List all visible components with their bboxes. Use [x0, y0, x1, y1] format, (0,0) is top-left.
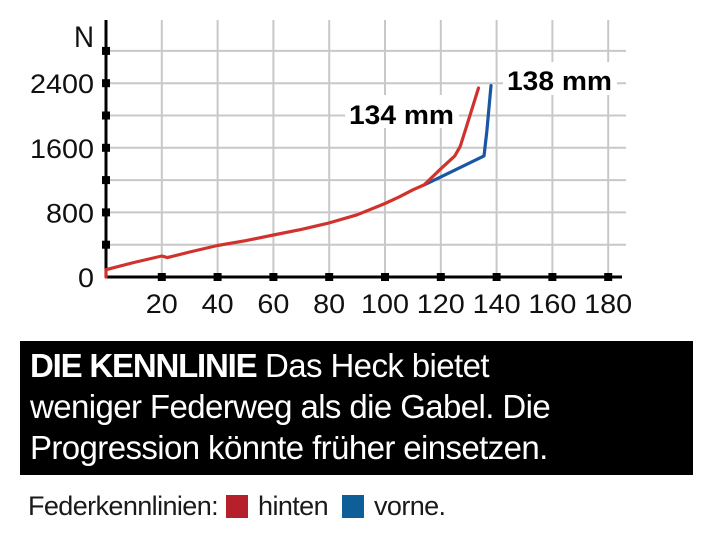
- x-tick-label: 80: [313, 289, 345, 319]
- legend: Federkennlinien: hinten vorne.: [28, 490, 451, 522]
- legend-prefix: Federkennlinien:: [28, 490, 219, 521]
- caption-box: DIE KENNLINIE Das Heck bietet weniger Fe…: [20, 341, 693, 475]
- x-tick-mark: [213, 273, 222, 281]
- legend-swatch-vorne: [342, 494, 364, 518]
- label-134mm: 134 mm: [349, 100, 454, 130]
- x-tick-mark: [269, 273, 278, 281]
- y-tick-mark: [102, 79, 110, 88]
- y-tick-mark: [102, 240, 110, 249]
- y-tick-label: 1600: [30, 134, 94, 164]
- y-tick-label: 0: [78, 263, 94, 293]
- series-line-hinten: [104, 86, 481, 279]
- spring-rate-chart: 20 40 60 80 100 120 140 160 180 0 800 1600 2400 N 134…: [30, 20, 632, 319]
- y-unit-label: N: [74, 21, 94, 54]
- x-tick-mark: [548, 273, 557, 281]
- caption-text-1: Das Heck bietet: [265, 347, 490, 384]
- chart-grid: [106, 20, 626, 277]
- x-tick-mark: [381, 273, 389, 281]
- x-tick-mark: [604, 273, 613, 281]
- x-tick-mark: [436, 273, 445, 281]
- y-tick-label: 2400: [30, 69, 94, 99]
- caption-heading: DIE KENNLINIE: [30, 347, 258, 384]
- label-138mm: 138 mm: [507, 66, 612, 96]
- legend-swatch-hinten: [226, 494, 249, 518]
- y-tick-mark: [102, 143, 110, 152]
- x-tick-label: 40: [202, 289, 234, 319]
- x-tick-label: 160: [528, 289, 576, 319]
- chart-tick-labels: 20 40 60 80 100 120 140 160 180 0 800 1600 2400 N: [30, 21, 632, 319]
- chart-canvas: 20 40 60 80 100 120 140 160 180 0 800 1600 2400 N 134…: [30, 20, 632, 319]
- y-tick-mark: [102, 111, 110, 120]
- legend-label-hinten: hinten: [258, 490, 329, 521]
- y-tick-mark: [102, 208, 110, 217]
- chart-axes: [102, 20, 622, 281]
- chart-series: [104, 84, 493, 279]
- legend-label-vorne: vorne.: [374, 490, 446, 521]
- series-line-vorne: [422, 84, 493, 187]
- y-tick-mark: [102, 46, 110, 55]
- y-tick-mark: [102, 176, 110, 185]
- caption-line-3: Progression könnte früher einsetzen.: [30, 429, 548, 466]
- x-tick-label: 20: [146, 289, 178, 319]
- label-bg: [503, 62, 617, 95]
- x-tick-label: 60: [257, 289, 289, 319]
- caption-line-2: weniger Federweg als die Gabel. Die: [30, 388, 551, 425]
- x-tick-label: 100: [361, 289, 409, 319]
- x-tick-mark: [492, 273, 501, 281]
- label-bg: [345, 95, 459, 128]
- chart-annotations: 134 mm 138 mm: [345, 62, 617, 130]
- x-tick-label: 120: [417, 289, 465, 319]
- x-tick-mark: [157, 273, 166, 281]
- y-tick-label: 800: [46, 198, 94, 228]
- x-tick-label: 140: [473, 289, 521, 319]
- caption-line-1: DIE KENNLINIE Das Heck bietet: [30, 345, 681, 386]
- x-tick-label: 180: [584, 289, 632, 319]
- x-tick-mark: [325, 273, 334, 281]
